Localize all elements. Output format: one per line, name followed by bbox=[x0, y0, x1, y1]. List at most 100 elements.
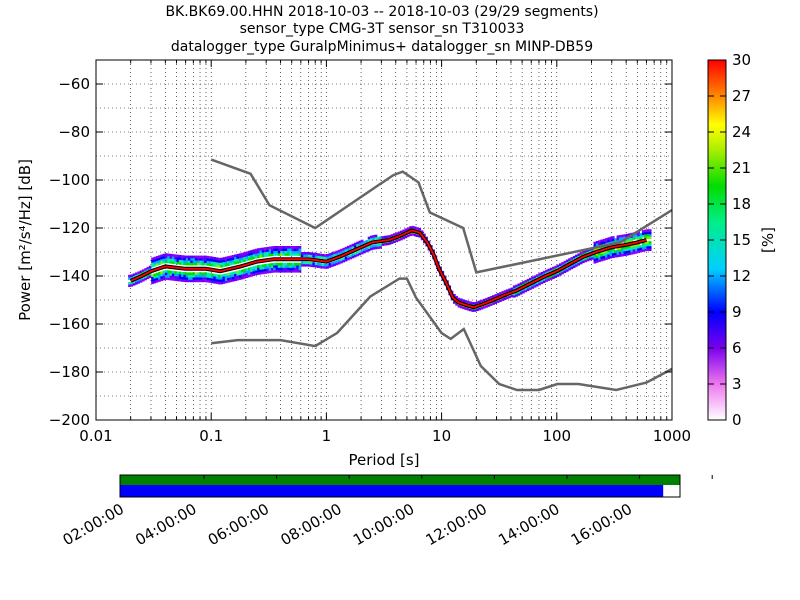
heatmap-cell bbox=[294, 250, 297, 254]
heatmap-cell bbox=[616, 247, 620, 251]
heatmap-cell bbox=[135, 274, 138, 278]
heatmap-cell bbox=[266, 270, 270, 274]
heatmap-cell bbox=[220, 276, 223, 280]
heatmap-cell bbox=[314, 252, 318, 256]
heatmap-cell bbox=[167, 255, 170, 259]
heatmap-cell bbox=[499, 299, 502, 302]
heatmap-cell bbox=[222, 281, 226, 284]
heatmap-cell bbox=[178, 278, 182, 282]
heatmap-cell bbox=[317, 253, 320, 256]
heatmap-cell bbox=[349, 244, 353, 248]
heatmap-cell bbox=[312, 255, 316, 258]
heatmap-cell bbox=[201, 258, 205, 261]
heatmap-cell bbox=[639, 247, 643, 251]
heatmap-cell bbox=[164, 258, 168, 261]
heatmap-cell bbox=[229, 260, 233, 263]
heatmap-cell bbox=[549, 270, 553, 273]
heatmap-cell bbox=[270, 246, 274, 249]
heatmap-cell bbox=[208, 263, 212, 267]
heatmap-cell bbox=[618, 247, 622, 250]
heatmap-cell bbox=[388, 234, 392, 238]
heatmap-cell bbox=[370, 247, 373, 251]
heatmap-cell bbox=[317, 255, 320, 259]
heatmap-cell bbox=[282, 250, 286, 254]
heatmap-cell bbox=[135, 282, 138, 285]
heatmap-cell bbox=[595, 255, 599, 258]
heatmap-cell bbox=[623, 241, 627, 245]
heatmap-cell bbox=[632, 249, 636, 252]
heatmap-cell bbox=[552, 276, 555, 279]
heatmap-cell bbox=[648, 248, 652, 251]
heatmap-cell bbox=[155, 263, 159, 266]
heatmap-cell bbox=[199, 279, 203, 283]
heatmap-cell bbox=[379, 236, 382, 240]
heatmap-cell bbox=[496, 293, 500, 296]
heatmap-cell bbox=[503, 290, 507, 293]
heatmap-cell bbox=[365, 240, 369, 243]
heatmap-cell bbox=[174, 259, 177, 262]
heatmap-cell bbox=[194, 255, 198, 259]
heatmap-cell bbox=[224, 263, 228, 267]
heatmap-cell bbox=[602, 238, 606, 242]
colorbar-tick-label: 24 bbox=[732, 123, 751, 141]
heatmap-cell bbox=[335, 253, 339, 256]
coverage-frame bbox=[119, 474, 681, 498]
heatmap-cell bbox=[178, 274, 182, 277]
heatmap-cell bbox=[333, 263, 336, 267]
title-line-2: sensor_type CMG-3T sensor_sn T310033 bbox=[240, 21, 525, 37]
heatmap-cell bbox=[227, 256, 230, 259]
heatmap-cell bbox=[349, 247, 353, 250]
heatmap-cell bbox=[353, 245, 357, 248]
heatmap-cell bbox=[602, 255, 606, 259]
heatmap-cell bbox=[616, 235, 620, 239]
heatmap-cell bbox=[169, 261, 173, 264]
heatmap-cell bbox=[598, 247, 601, 251]
heatmap-cell bbox=[386, 242, 389, 246]
heatmap-cell bbox=[558, 270, 562, 274]
heatmap-cell bbox=[254, 255, 258, 259]
heatmap-cell bbox=[326, 256, 329, 260]
heatmap-cell bbox=[628, 247, 631, 251]
heatmap-cell bbox=[229, 279, 233, 283]
heatmap-cell bbox=[266, 251, 270, 255]
heatmap-cell bbox=[250, 269, 253, 272]
heatmap-cell bbox=[374, 237, 378, 240]
heatmap-cell bbox=[383, 242, 387, 246]
heatmap-cell bbox=[586, 256, 590, 259]
heatmap-cell bbox=[595, 257, 599, 261]
heatmap-cell bbox=[243, 259, 247, 262]
heatmap-cell bbox=[287, 267, 290, 271]
heatmap-cell bbox=[342, 257, 346, 261]
colorbar-tick-label: 21 bbox=[732, 159, 751, 177]
heatmap-cell bbox=[312, 262, 316, 265]
heatmap-cell bbox=[526, 278, 530, 282]
heatmap-cell bbox=[616, 240, 620, 243]
heatmap-cell bbox=[215, 257, 219, 261]
heatmap-cell bbox=[572, 255, 576, 259]
heatmap-cell bbox=[605, 240, 608, 244]
heatmap-cell bbox=[588, 250, 592, 254]
heatmap-cell bbox=[623, 253, 627, 257]
heatmap-cell bbox=[346, 257, 350, 261]
heatmap-cell bbox=[245, 273, 249, 276]
heatmap-cell bbox=[206, 255, 210, 259]
heatmap-cell bbox=[176, 276, 180, 279]
heatmap-cell bbox=[277, 265, 281, 268]
heatmap-cell bbox=[466, 307, 470, 311]
heatmap-cell bbox=[621, 249, 624, 252]
heatmap-cell bbox=[243, 273, 247, 277]
heatmap-cell bbox=[632, 251, 636, 255]
heatmap-cell bbox=[291, 248, 295, 251]
heatmap-cell bbox=[261, 271, 265, 275]
heatmap-cell bbox=[639, 235, 643, 239]
heatmap-cell bbox=[605, 257, 608, 260]
heatmap-cell bbox=[185, 279, 189, 283]
heatmap-cell bbox=[167, 253, 170, 257]
heatmap-cell bbox=[568, 258, 571, 261]
heatmap-cell bbox=[229, 272, 233, 275]
heatmap-cell bbox=[211, 273, 214, 277]
heatmap-cell bbox=[224, 280, 228, 284]
heatmap-cell bbox=[489, 303, 493, 306]
heatmap-cell bbox=[533, 285, 537, 288]
heatmap-cell bbox=[261, 269, 265, 272]
